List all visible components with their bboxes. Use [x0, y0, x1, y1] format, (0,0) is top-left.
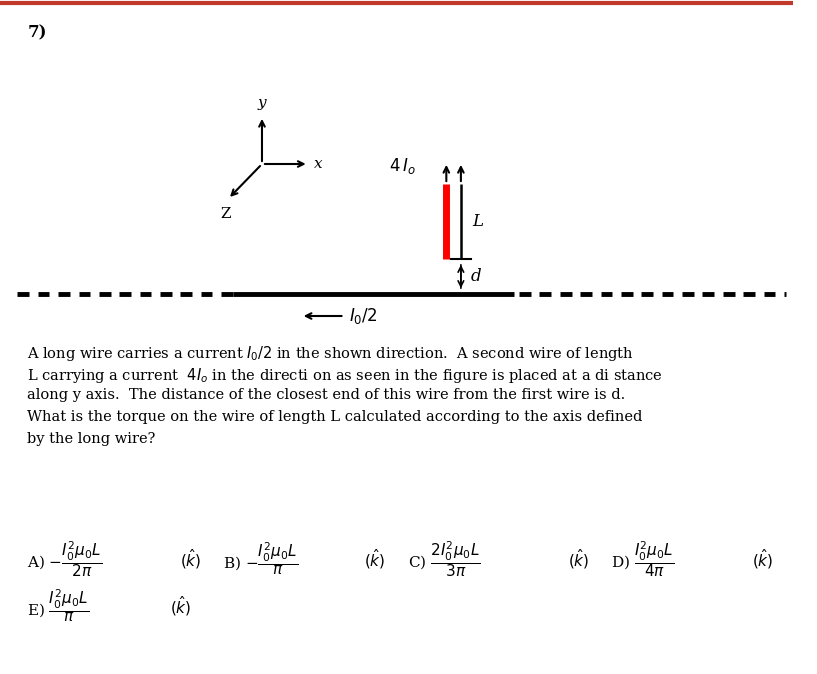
Text: d: d: [471, 268, 481, 285]
Text: $(\hat{k})$: $(\hat{k})$: [752, 547, 774, 571]
Text: $(\hat{k})$: $(\hat{k})$: [180, 547, 201, 571]
Text: What is the torque on the wire of length L calculated according to the axis defi: What is the torque on the wire of length…: [27, 410, 642, 424]
Text: L carrying a current  $4I_o$ in the directi on as seen in the figure is placed a: L carrying a current $4I_o$ in the direc…: [27, 366, 663, 385]
Text: Z: Z: [221, 207, 231, 221]
Text: $(\hat{k})$: $(\hat{k})$: [170, 594, 191, 618]
Text: $4\,I_o$: $4\,I_o$: [389, 156, 415, 176]
Text: A) $-\dfrac{I_0^2\mu_0 L}{2\pi}$: A) $-\dfrac{I_0^2\mu_0 L}{2\pi}$: [27, 539, 102, 579]
Text: by the long wire?: by the long wire?: [27, 432, 155, 446]
Text: $(\hat{k})$: $(\hat{k})$: [364, 547, 386, 571]
Text: x: x: [315, 157, 323, 171]
Text: E) $\dfrac{I_0^2\mu_0 L}{\pi}$: E) $\dfrac{I_0^2\mu_0 L}{\pi}$: [27, 588, 89, 625]
Text: B) $-\dfrac{I_0^2\mu_0 L}{\pi}$: B) $-\dfrac{I_0^2\mu_0 L}{\pi}$: [223, 541, 298, 578]
Text: along y axis.  The distance of the closest end of this wire from the first wire : along y axis. The distance of the closes…: [27, 388, 626, 402]
Text: A long wire carries a current $I_0/2$ in the shown direction.  A second wire of : A long wire carries a current $I_0/2$ in…: [27, 344, 634, 363]
Text: $I_0/2$: $I_0/2$: [350, 306, 378, 326]
Text: D) $\dfrac{I_0^2\mu_0 L}{4\pi}$: D) $\dfrac{I_0^2\mu_0 L}{4\pi}$: [611, 539, 675, 579]
Text: L: L: [472, 213, 484, 230]
Text: 7): 7): [27, 24, 47, 41]
Text: C) $\dfrac{2I_0^2\mu_0 L}{3\pi}$: C) $\dfrac{2I_0^2\mu_0 L}{3\pi}$: [408, 539, 480, 579]
Text: y: y: [257, 96, 266, 110]
Text: $(\hat{k})$: $(\hat{k})$: [568, 547, 589, 571]
